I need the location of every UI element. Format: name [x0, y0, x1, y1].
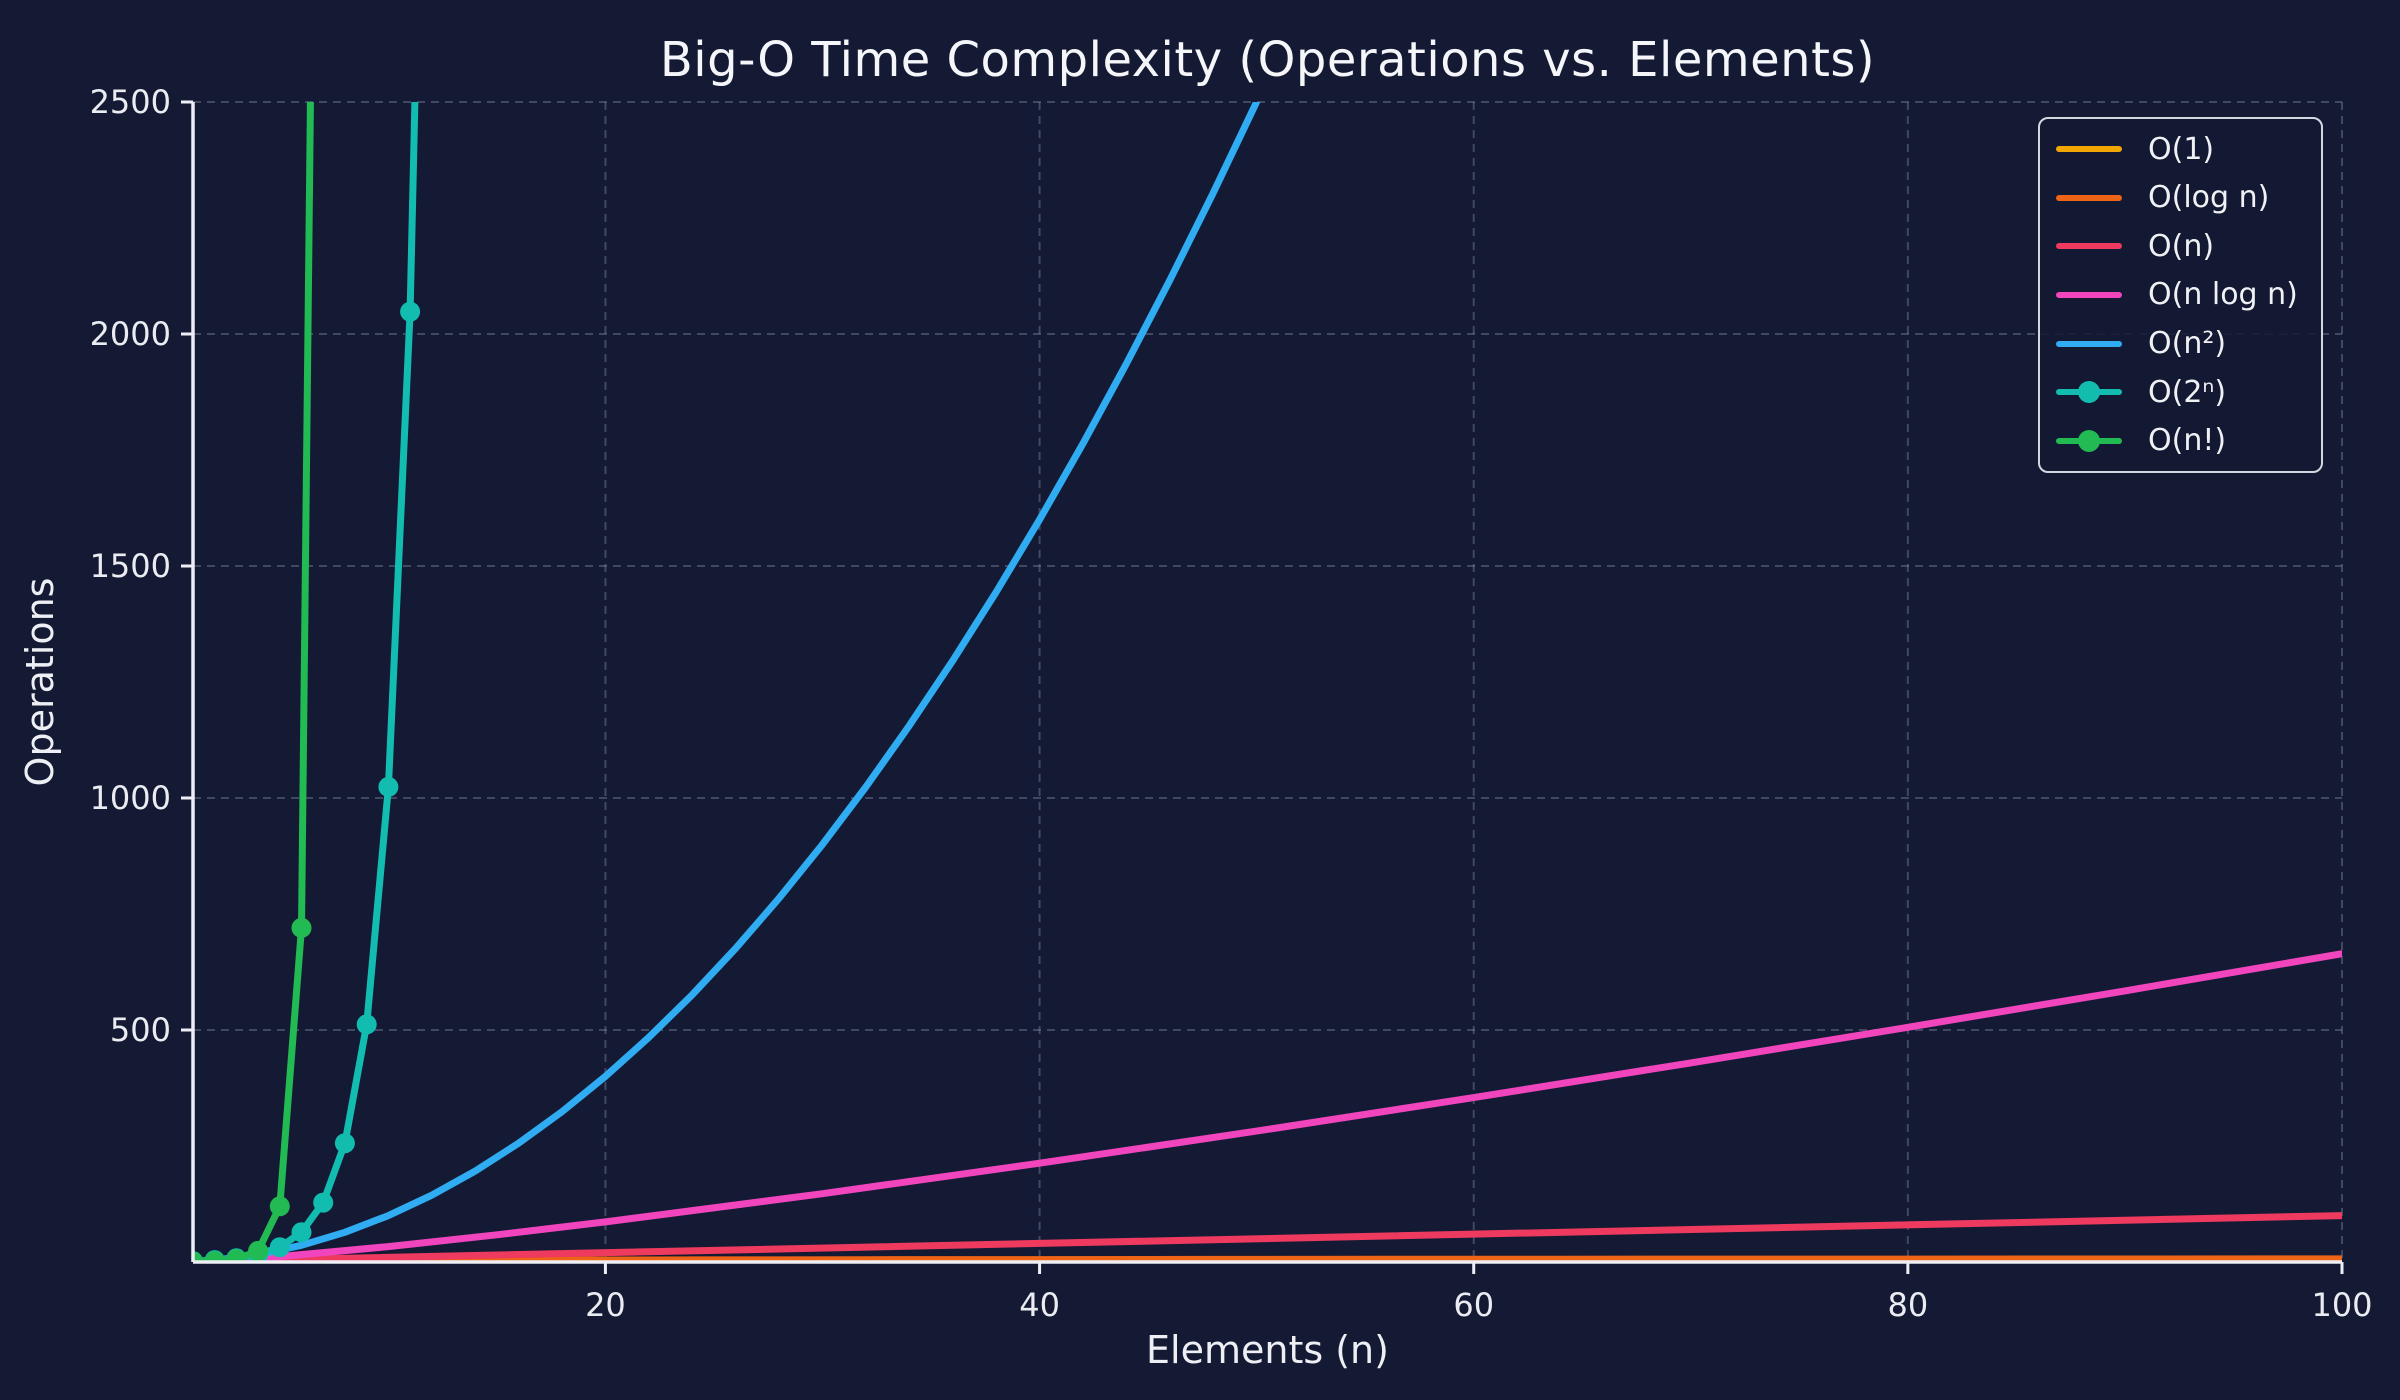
legend-item: O(n²)	[2040, 326, 2321, 361]
series-line-O(n)	[193, 1212, 2342, 1262]
legend-item: O(log n)	[2040, 180, 2321, 215]
legend-line-swatch	[2056, 381, 2122, 404]
series-line-O(n²)	[193, 102, 1261, 1262]
legend-line-swatch	[2056, 194, 2122, 201]
data-point-marker	[269, 1237, 290, 1258]
data-point-marker	[378, 776, 399, 797]
legend-marker-dot	[2078, 429, 2100, 452]
y-tick-label-2500: 2500	[90, 83, 171, 121]
x-axis-label: Elements (n)	[1146, 1328, 1389, 1372]
gridlines	[193, 101, 2343, 1262]
legend-line-swatch	[2056, 146, 2122, 153]
legend-label: O(n)	[2148, 228, 2215, 264]
legend-marker-dot	[2078, 381, 2100, 404]
y-tick-label-500: 500	[110, 1011, 171, 1049]
series-markers-O(n!)	[193, 917, 312, 1262]
legend-label: O(1)	[2148, 131, 2215, 167]
legend-label: O(n²)	[2148, 326, 2227, 362]
series-group	[193, 102, 2342, 1262]
chart-title: Big-O Time Complexity (Operations vs. El…	[659, 32, 1876, 88]
data-point-marker	[313, 1192, 334, 1213]
data-point-marker	[204, 1251, 225, 1262]
data-point-marker	[334, 1133, 355, 1154]
data-point-marker	[193, 1251, 203, 1262]
legend-label: O(n log n)	[2148, 277, 2298, 313]
data-point-marker	[248, 1240, 269, 1261]
legend-item: O(n)	[2040, 229, 2321, 264]
y-axis-label: Operations	[18, 577, 62, 787]
legend-label: O(2ⁿ)	[2148, 374, 2227, 410]
data-point-marker	[356, 1014, 377, 1035]
legend-line-swatch	[2056, 340, 2122, 347]
x-tick-label-20: 20	[585, 1286, 626, 1324]
y-tick-label-1000: 1000	[90, 779, 171, 817]
axes-spines	[191, 102, 2342, 1264]
x-tick-label-60: 60	[1453, 1286, 1494, 1324]
x-tick-label-100: 100	[2311, 1286, 2372, 1324]
legend-line-swatch	[2056, 291, 2122, 298]
legend-line-swatch	[2056, 429, 2122, 452]
legend-item: O(n!)	[2040, 423, 2321, 458]
y-tick-label-1500: 1500	[90, 547, 171, 585]
data-point-marker	[400, 301, 421, 322]
series-line-O(n log n)	[193, 950, 2342, 1262]
tick-labels: 20 40 60 80 100 500 1000 1500 2000 2500	[90, 83, 2373, 1324]
legend-item: O(2ⁿ)	[2040, 375, 2321, 410]
y-tick-label-2000: 2000	[90, 315, 171, 353]
x-tick-label-40: 40	[1019, 1286, 1060, 1324]
data-point-marker	[226, 1249, 247, 1262]
series-line-O(n!)	[193, 102, 314, 1262]
tick-marks	[181, 100, 2344, 1274]
data-point-marker	[291, 917, 312, 938]
legend-label: O(log n)	[2148, 180, 2270, 216]
legend-label: O(n!)	[2148, 423, 2227, 459]
x-tick-label-80: 80	[1887, 1286, 1928, 1324]
legend: O(1) O(log n) O(n) O(n log n) O(n²) O(2ⁿ…	[2038, 117, 2323, 473]
legend-item: O(n log n)	[2040, 277, 2321, 312]
legend-line-swatch	[2056, 243, 2122, 250]
legend-item: O(1)	[2040, 132, 2321, 167]
data-point-marker	[291, 1222, 312, 1243]
data-point-marker	[269, 1196, 290, 1217]
